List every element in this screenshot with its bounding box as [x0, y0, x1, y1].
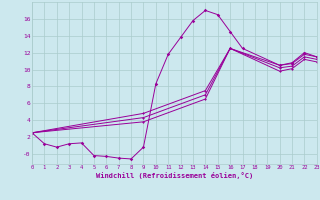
X-axis label: Windchill (Refroidissement éolien,°C): Windchill (Refroidissement éolien,°C): [96, 172, 253, 179]
